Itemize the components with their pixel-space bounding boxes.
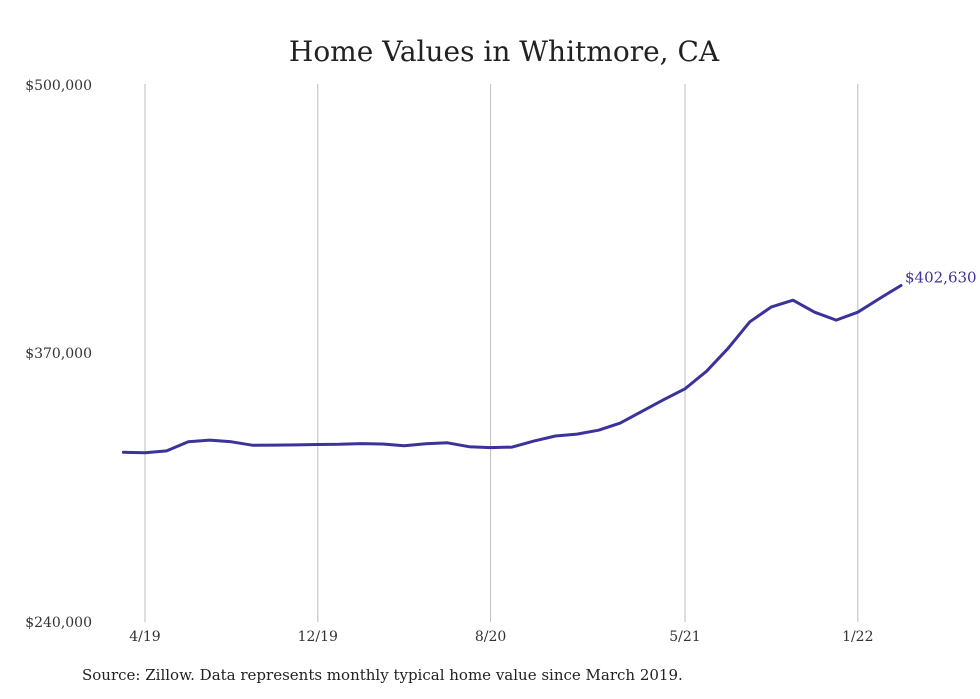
chart-title: Home Values in Whitmore, CA bbox=[289, 35, 720, 68]
vertical-gridlines bbox=[144, 84, 859, 622]
end-value-label: $402,630 bbox=[905, 268, 977, 286]
y-tick-240000: $240,000 bbox=[25, 615, 92, 631]
source-note: Source: Zillow. Data represents monthly … bbox=[82, 666, 683, 684]
series-line bbox=[121, 284, 903, 455]
x-tick-12-19: 12/19 bbox=[298, 629, 338, 645]
x-tick-1-22: 1/22 bbox=[842, 629, 873, 645]
y-tick-500000: $500,000 bbox=[25, 78, 92, 94]
x-tick-4-19: 4/19 bbox=[129, 629, 160, 645]
x-tick-8-20: 8/20 bbox=[475, 629, 506, 645]
x-tick-labels: 4/19 12/19 8/20 5/21 1/22 bbox=[129, 629, 873, 645]
y-tick-370000: $370,000 bbox=[25, 346, 92, 362]
x-tick-5-21: 5/21 bbox=[669, 629, 700, 645]
